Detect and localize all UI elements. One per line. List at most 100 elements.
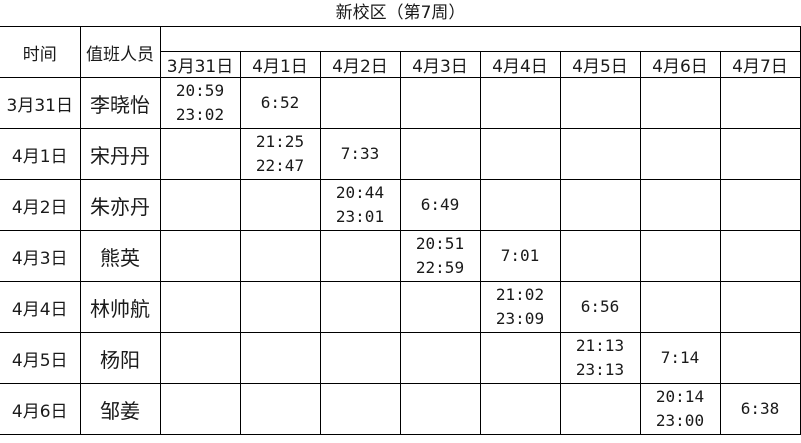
- time-cell[interactable]: 20:14 23:00: [639, 383, 721, 435]
- time-cell[interactable]: 20:51 22:59: [399, 230, 481, 282]
- time-cell[interactable]: [399, 383, 481, 435]
- time-cell[interactable]: 21:13 23:13: [559, 332, 641, 384]
- time-entry: 20:44: [335, 183, 385, 202]
- date-header[interactable]: 4月7日: [719, 51, 801, 78]
- time-entry: 7:01: [500, 246, 540, 265]
- time-cell[interactable]: [559, 179, 641, 231]
- date-header[interactable]: 4月3日: [399, 51, 481, 78]
- time-cell[interactable]: [479, 332, 561, 384]
- time-entry: 20:59: [175, 81, 225, 100]
- time-entry: 22:59: [415, 258, 465, 277]
- staff-name[interactable]: 杨阳: [79, 332, 161, 384]
- time-cell[interactable]: [559, 128, 641, 180]
- time-entry: 6:52: [260, 93, 300, 112]
- time-cell[interactable]: 20:44 23:01: [319, 179, 401, 231]
- time-cell[interactable]: [239, 230, 321, 282]
- time-entry: 23:13: [575, 360, 625, 379]
- time-cell[interactable]: [159, 383, 241, 435]
- time-cell[interactable]: [639, 281, 721, 333]
- staff-name[interactable]: 宋丹丹: [79, 128, 161, 180]
- time-cell[interactable]: [239, 281, 321, 333]
- time-cell[interactable]: [719, 128, 801, 180]
- time-entry: 22:47: [255, 156, 305, 175]
- time-cell[interactable]: 20:59 23:02: [159, 77, 241, 129]
- date-header[interactable]: 4月1日: [239, 51, 321, 78]
- header-time[interactable]: 时间: [0, 26, 81, 78]
- time-cell[interactable]: 7:33: [319, 128, 401, 180]
- time-entry: 21:25: [255, 132, 305, 151]
- table-row: 3月31日 李晓怡 20:59 23:02 6:52: [0, 77, 801, 129]
- time-cell[interactable]: 6:38: [719, 383, 801, 435]
- header-blank[interactable]: [159, 26, 801, 52]
- time-entry: 23:01: [335, 207, 385, 226]
- time-cell[interactable]: [479, 77, 561, 129]
- time-cell[interactable]: [479, 383, 561, 435]
- time-cell[interactable]: [399, 332, 481, 384]
- time-cell[interactable]: [719, 332, 801, 384]
- time-cell[interactable]: [239, 332, 321, 384]
- time-cell[interactable]: [399, 77, 481, 129]
- time-cell[interactable]: 6:56: [559, 281, 641, 333]
- time-cell[interactable]: [239, 179, 321, 231]
- row-date[interactable]: 4月3日: [0, 230, 81, 282]
- time-cell[interactable]: [399, 128, 481, 180]
- time-cell[interactable]: [239, 383, 321, 435]
- time-cell[interactable]: [159, 332, 241, 384]
- time-cell[interactable]: [719, 230, 801, 282]
- staff-name[interactable]: 邹姜: [79, 383, 161, 435]
- time-cell[interactable]: [719, 77, 801, 129]
- time-cell[interactable]: [479, 128, 561, 180]
- staff-name[interactable]: 熊英: [79, 230, 161, 282]
- time-cell[interactable]: 6:49: [399, 179, 481, 231]
- time-cell[interactable]: [719, 281, 801, 333]
- time-cell[interactable]: [319, 77, 401, 129]
- time-cell[interactable]: [319, 383, 401, 435]
- time-entry: 23:00: [655, 411, 705, 430]
- time-cell[interactable]: [319, 281, 401, 333]
- row-date[interactable]: 4月2日: [0, 179, 81, 231]
- date-header[interactable]: 4月2日: [319, 51, 401, 78]
- time-cell[interactable]: [159, 230, 241, 282]
- time-cell[interactable]: 7:14: [639, 332, 721, 384]
- date-header[interactable]: 3月31日: [159, 51, 241, 78]
- row-date[interactable]: 4月4日: [0, 281, 81, 333]
- row-date[interactable]: 4月6日: [0, 383, 81, 435]
- time-cell[interactable]: [639, 128, 721, 180]
- time-cell[interactable]: [159, 128, 241, 180]
- row-date[interactable]: 4月5日: [0, 332, 81, 384]
- time-entry: 21:13: [575, 336, 625, 355]
- time-cell[interactable]: [319, 230, 401, 282]
- time-cell[interactable]: [639, 179, 721, 231]
- time-entry: 20:51: [415, 234, 465, 253]
- time-cell[interactable]: [559, 383, 641, 435]
- row-date[interactable]: 3月31日: [0, 77, 81, 129]
- date-header[interactable]: 4月6日: [639, 51, 721, 78]
- staff-name[interactable]: 朱亦丹: [79, 179, 161, 231]
- header-staff[interactable]: 值班人员: [79, 26, 161, 78]
- table-row: 4月1日 宋丹丹 21:25 22:47 7:33: [0, 128, 801, 180]
- staff-name[interactable]: 李晓怡: [79, 77, 161, 129]
- time-cell[interactable]: [559, 230, 641, 282]
- staff-name[interactable]: 林帅航: [79, 281, 161, 333]
- time-entry: 21:02: [495, 285, 545, 304]
- time-cell[interactable]: [719, 179, 801, 231]
- time-cell[interactable]: 7:01: [479, 230, 561, 282]
- date-header[interactable]: 4月4日: [479, 51, 561, 78]
- time-cell[interactable]: [639, 77, 721, 129]
- time-entry: 20:14: [655, 387, 705, 406]
- table-row: 4月4日 林帅航 21:02 23:09 6:56: [0, 281, 801, 333]
- time-cell[interactable]: [159, 179, 241, 231]
- time-cell[interactable]: [319, 332, 401, 384]
- row-date[interactable]: 4月1日: [0, 128, 81, 180]
- time-cell[interactable]: 6:52: [239, 77, 321, 129]
- time-cell[interactable]: [399, 281, 481, 333]
- time-cell[interactable]: [559, 77, 641, 129]
- time-cell[interactable]: 21:02 23:09: [479, 281, 561, 333]
- time-cell[interactable]: 21:25 22:47: [239, 128, 321, 180]
- time-cell[interactable]: [159, 281, 241, 333]
- time-entry: 6:56: [580, 297, 620, 316]
- time-cell[interactable]: [639, 230, 721, 282]
- time-cell[interactable]: [479, 179, 561, 231]
- duty-table: 时间 值班人员 3月31日 4月1日 4月2日 4月3日 4月4日 4月5日 4月6日 4月7…: [0, 26, 801, 435]
- date-header[interactable]: 4月5日: [559, 51, 641, 78]
